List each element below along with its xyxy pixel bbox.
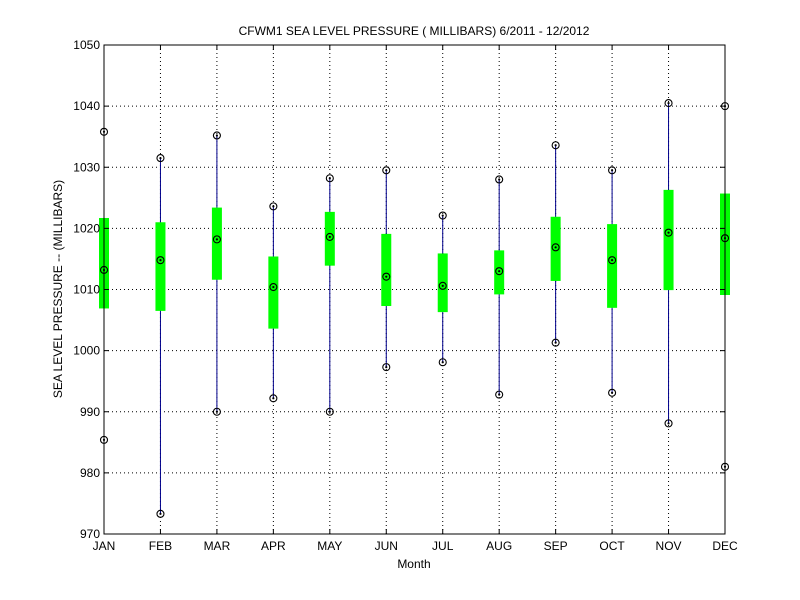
min-marker xyxy=(325,407,334,416)
x-tick-label: DEC xyxy=(712,539,738,553)
min-marker-dot xyxy=(159,512,162,515)
min-marker-dot xyxy=(610,391,614,394)
median-marker-dot xyxy=(610,259,614,262)
median-marker-dot xyxy=(667,231,670,234)
min-marker-dot xyxy=(667,422,670,425)
y-tick-label: 1020 xyxy=(73,221,100,235)
chart-title: CFWM1 SEA LEVEL PRESSURE ( MILLIBARS) 6/… xyxy=(239,24,590,38)
min-marker xyxy=(664,419,673,428)
y-tick-label: 1030 xyxy=(73,160,100,174)
quartile-box xyxy=(381,233,392,307)
x-tick-label: NOV xyxy=(656,539,682,553)
median-marker xyxy=(608,256,617,265)
quartile-box xyxy=(268,256,279,329)
max-marker xyxy=(325,174,334,183)
max-marker-dot xyxy=(328,177,331,180)
x-tick-label: MAR xyxy=(204,539,231,553)
min-marker xyxy=(608,388,617,397)
median-marker xyxy=(156,256,165,265)
y-tick-label: 980 xyxy=(80,466,100,480)
median-marker xyxy=(269,283,278,292)
max-marker-dot xyxy=(272,205,275,208)
x-tick-label: JUL xyxy=(432,539,454,553)
quartile-box xyxy=(155,222,166,311)
median-marker xyxy=(551,243,560,252)
min-marker xyxy=(495,390,504,399)
max-marker xyxy=(551,141,560,150)
min-marker xyxy=(551,338,560,347)
median-marker-dot xyxy=(272,285,275,289)
plot-background xyxy=(104,45,725,534)
max-marker-dot xyxy=(215,134,219,137)
y-tick-label: 1000 xyxy=(73,344,100,358)
x-tick-label: OCT xyxy=(599,539,625,553)
max-marker-dot xyxy=(610,169,614,172)
x-tick-label: APR xyxy=(261,539,286,553)
quartile-box xyxy=(324,211,335,266)
tick-marks xyxy=(103,44,726,535)
max-marker xyxy=(269,202,278,211)
min-marker-dot xyxy=(554,341,557,344)
min-marker xyxy=(438,358,447,367)
min-marker-dot xyxy=(272,397,275,400)
y-axis-label: SEA LEVEL PRESSURE -- (MILLIBARS) xyxy=(51,180,65,398)
median-marker xyxy=(212,235,221,244)
min-marker xyxy=(212,407,221,416)
min-marker-dot xyxy=(215,410,219,413)
max-marker xyxy=(212,131,221,140)
max-marker-dot xyxy=(554,144,557,147)
max-marker-dot xyxy=(159,156,162,160)
min-marker xyxy=(382,363,391,372)
median-marker xyxy=(438,281,447,290)
max-marker xyxy=(495,175,504,184)
x-tick-label: MAY xyxy=(317,539,342,553)
y-tick-label: 1010 xyxy=(73,283,100,297)
y-tick-label: 990 xyxy=(80,405,100,419)
min-marker-dot xyxy=(441,361,444,364)
quartile-box xyxy=(663,189,674,291)
max-marker-dot xyxy=(441,214,444,217)
max-marker-dot xyxy=(385,169,388,172)
median-marker xyxy=(382,272,391,281)
median-marker-dot xyxy=(441,284,444,287)
x-tick-labels: JAN FEB MAR APR MAY JUN JUL AUG SEP OCT NOV DEC xyxy=(93,539,738,553)
quartile-box xyxy=(211,207,222,280)
max-marker xyxy=(156,154,165,163)
x-tick-label: FEB xyxy=(149,539,172,553)
median-marker xyxy=(325,232,334,241)
median-marker-dot xyxy=(328,235,331,239)
x-tick-label: AUG xyxy=(486,539,512,553)
max-marker-dot xyxy=(667,101,670,105)
quartile-box xyxy=(494,250,505,295)
x-tick-label: JAN xyxy=(93,539,116,553)
x-tick-label: JUN xyxy=(375,539,398,553)
median-marker xyxy=(664,228,673,237)
quartile-box xyxy=(550,216,561,281)
y-tick-label: 1040 xyxy=(73,99,100,113)
median-marker-dot xyxy=(498,270,501,273)
min-marker-dot xyxy=(385,366,388,369)
max-marker-dot xyxy=(498,178,501,181)
y-tick-label: 970 xyxy=(80,527,100,541)
min-marker xyxy=(269,394,278,403)
median-marker xyxy=(495,267,504,276)
max-marker xyxy=(608,166,617,175)
min-marker-dot xyxy=(328,410,331,413)
max-marker xyxy=(382,166,391,175)
max-marker xyxy=(664,99,673,108)
median-marker-dot xyxy=(385,275,388,278)
median-marker-dot xyxy=(554,246,557,249)
min-marker-dot xyxy=(498,393,501,396)
median-marker-dot xyxy=(159,259,162,262)
y-tick-labels: 970 980 990 1000 1010 1020 1030 1040 1050 xyxy=(73,38,100,541)
quartile-box xyxy=(607,224,618,308)
median-marker-dot xyxy=(215,238,219,241)
x-tick-label: SEP xyxy=(544,539,568,553)
min-marker xyxy=(156,509,165,518)
x-axis-label: Month xyxy=(397,557,430,571)
max-marker xyxy=(438,211,447,220)
y-tick-label: 1050 xyxy=(73,38,100,52)
